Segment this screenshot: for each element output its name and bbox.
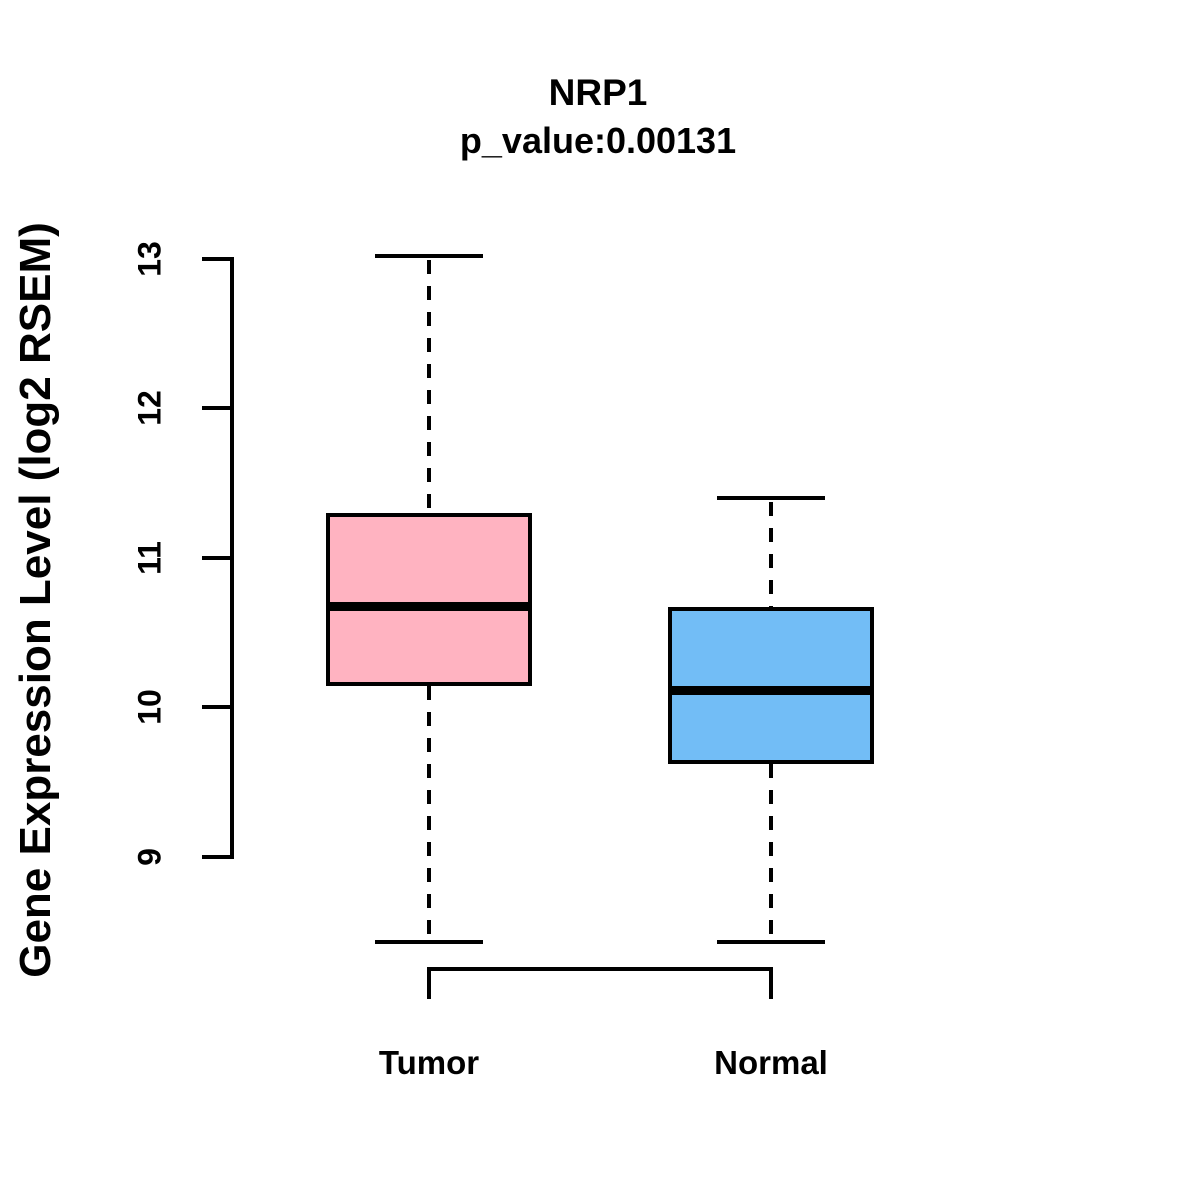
median-normal [668,686,874,696]
median-tumor [326,602,532,612]
y-tick [202,406,230,410]
x-category-label-tumor: Tumor [378,1044,480,1081]
whisker-cap-upper-tumor [375,253,483,258]
whisker-upper-normal [769,501,773,607]
box-normal [668,606,874,764]
y-axis-line [230,256,234,859]
y-tick [202,555,230,560]
x-axis-tick-normal [769,967,773,999]
chart-title: NRP1 [548,72,648,113]
y-tick-label: 11 [131,540,168,575]
y-tick-label: 13 [131,240,168,277]
y-tick-label: 10 [131,689,168,725]
x-category-label-normal: Normal [714,1044,828,1081]
box-tumor [326,512,532,687]
y-tick [202,256,230,261]
y-tick [202,705,230,709]
whisker-cap-lower-normal [717,939,825,944]
y-tick-label: 12 [131,390,168,426]
chart-subtitle-pvalue: p_value:0.00131 [459,120,737,161]
whisker-lower-normal [769,763,773,938]
y-tick [202,854,230,859]
whisker-upper-tumor [427,259,431,513]
x-axis-tick-tumor [427,967,431,999]
whisker-cap-upper-normal [717,495,825,500]
x-axis-line [427,967,773,971]
whisker-cap-lower-tumor [375,939,483,944]
whisker-lower-tumor [427,686,431,938]
y-tick-label: 9 [131,847,168,866]
